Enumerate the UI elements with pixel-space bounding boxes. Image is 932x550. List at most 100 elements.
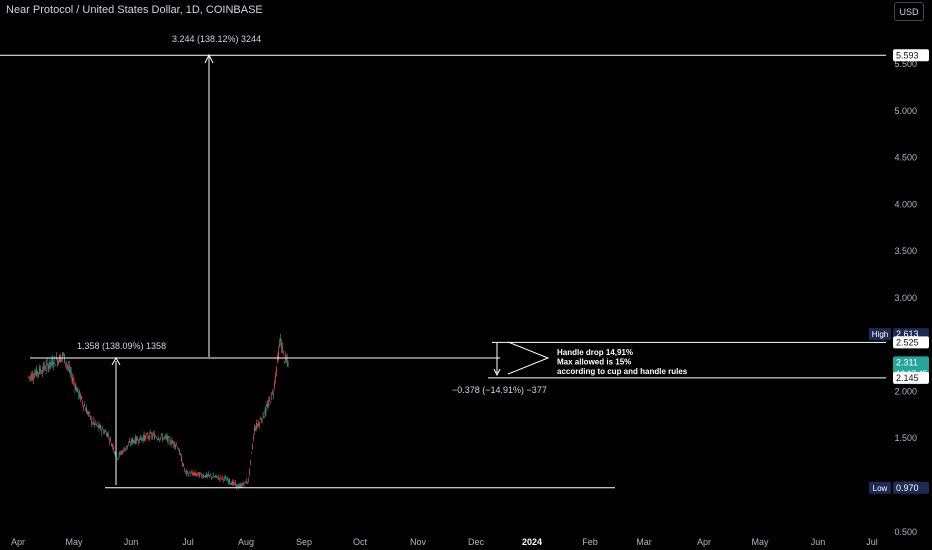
candle-body xyxy=(47,364,49,371)
candle-body xyxy=(163,436,165,438)
candle-body xyxy=(106,432,107,437)
x-tick-label: Sep xyxy=(296,537,312,547)
candle-body xyxy=(88,412,89,415)
x-tick-label: Apr xyxy=(697,537,711,547)
candle-body xyxy=(268,399,270,405)
x-tick-label: Nov xyxy=(410,537,427,547)
candle-body xyxy=(161,434,162,435)
candle-body xyxy=(249,469,251,474)
candle-body xyxy=(43,364,45,369)
candle-body xyxy=(95,424,97,426)
candle-body xyxy=(225,477,227,478)
candle-body xyxy=(167,436,169,443)
candle-body xyxy=(42,363,44,371)
candle-body xyxy=(271,392,273,400)
candle-body xyxy=(29,376,31,378)
candle-body xyxy=(89,412,90,414)
candle-body xyxy=(131,439,132,443)
candle-body xyxy=(156,437,157,439)
candle-body xyxy=(196,474,198,476)
candle-body xyxy=(233,482,235,484)
candle-body xyxy=(165,436,167,438)
candle-body xyxy=(111,444,112,447)
candle-body xyxy=(97,425,99,428)
candle-body xyxy=(151,434,153,437)
x-tick-label: Jun xyxy=(124,537,139,547)
candle-body xyxy=(159,439,160,441)
x-tick-label: Oct xyxy=(353,537,368,547)
candle-body xyxy=(63,353,64,355)
candle-body xyxy=(38,372,39,374)
candle-body xyxy=(235,483,237,488)
candle-body xyxy=(134,441,135,444)
candle-body xyxy=(186,470,188,473)
candle-body xyxy=(188,471,190,474)
candle-body xyxy=(247,481,249,483)
candle-body xyxy=(36,367,37,377)
candle-body xyxy=(127,445,129,447)
y-tick-label: 0.500 xyxy=(894,527,917,537)
candle-body xyxy=(155,436,156,438)
candle-body xyxy=(87,411,88,414)
x-tick-label: Mar xyxy=(636,537,652,547)
candle-body xyxy=(92,419,94,423)
candle-body xyxy=(93,423,95,426)
candle-body xyxy=(41,369,43,374)
candle-body xyxy=(260,420,262,422)
x-tick-label: Jun xyxy=(811,537,826,547)
candle-body xyxy=(98,424,100,429)
cup-measure-label: 1.358 (138.09%) 1358 xyxy=(77,341,166,351)
candle-body xyxy=(161,436,163,441)
candle-body xyxy=(172,442,174,444)
candle-body xyxy=(263,417,265,419)
candle-body xyxy=(245,481,247,484)
candle-body xyxy=(125,448,127,450)
target-measure-label: 3.244 (138.12%) 3244 xyxy=(172,34,261,44)
candle-body xyxy=(240,484,242,488)
candle-body xyxy=(201,474,203,477)
candle-body xyxy=(80,394,82,401)
candle-body xyxy=(199,473,201,478)
candle-body xyxy=(207,474,208,477)
candle-body xyxy=(258,421,260,426)
currency-button[interactable]: USD xyxy=(894,2,924,21)
candle-body xyxy=(242,482,244,485)
candle-body xyxy=(39,366,40,374)
candle-body xyxy=(65,363,67,365)
candle-body xyxy=(272,391,274,393)
candle-body xyxy=(264,409,266,416)
candle-body xyxy=(136,436,137,442)
cup-depth-arrowhead xyxy=(111,356,121,366)
candle-body xyxy=(79,391,81,398)
candle-body xyxy=(148,436,150,438)
price-tag-label: Low xyxy=(873,484,888,493)
candle-body xyxy=(110,438,111,439)
candle-body xyxy=(248,478,250,482)
candle-body xyxy=(128,443,130,446)
candle-body xyxy=(227,478,228,481)
candle-body xyxy=(46,361,48,363)
candle-body xyxy=(226,479,227,481)
candle-body xyxy=(176,444,178,446)
candle-body xyxy=(119,451,121,453)
candle-body xyxy=(117,456,119,459)
candle-body xyxy=(185,471,186,473)
candle-body xyxy=(280,338,281,341)
candle-body xyxy=(219,478,221,480)
y-tick-label: 5.500 xyxy=(894,59,917,69)
candle-body xyxy=(85,408,86,411)
candle-body xyxy=(267,404,269,408)
price-tag-label: High xyxy=(872,330,888,339)
candle-body xyxy=(71,377,73,382)
candle-body xyxy=(150,431,152,434)
candle-body xyxy=(204,476,205,478)
candle-body xyxy=(94,420,96,424)
candle-body xyxy=(254,427,255,432)
candle-body xyxy=(83,405,84,408)
candle-body xyxy=(113,446,114,450)
candle-body xyxy=(120,453,122,455)
candle-body xyxy=(122,450,124,454)
candle-body xyxy=(158,437,159,440)
candle-body xyxy=(124,449,126,452)
